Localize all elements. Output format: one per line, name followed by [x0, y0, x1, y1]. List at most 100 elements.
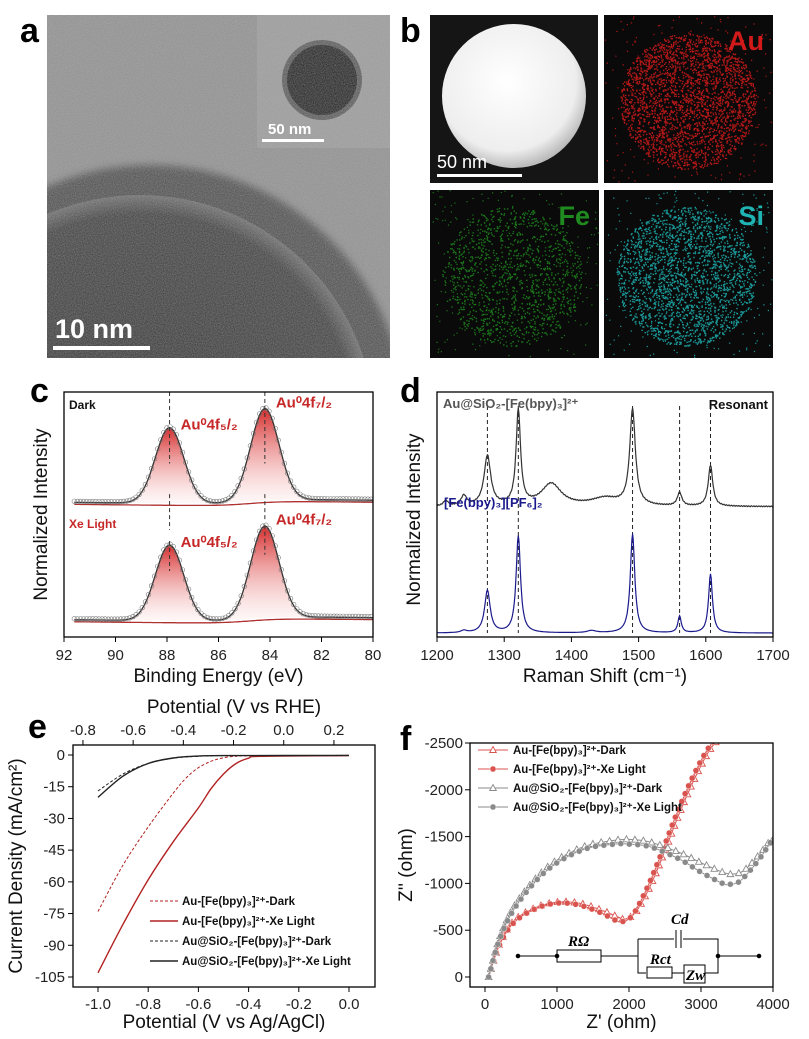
- circle-marker: [489, 957, 497, 964]
- circuit-label-rct: Rct: [649, 952, 672, 968]
- panel-label-c: c: [30, 372, 49, 410]
- circle-marker: [604, 912, 611, 920]
- panel-label-e: e: [28, 708, 47, 746]
- y-axis-label: Normalized Intensity: [404, 433, 425, 606]
- map-element-label: Si: [738, 201, 764, 231]
- y-tick-label: -60: [43, 874, 65, 891]
- stem-tile: 50 nm: [430, 15, 598, 183]
- legend-label: Au@SiO₂-[Fe(bpy)₃]²⁺-Xe Light: [182, 956, 351, 968]
- circle-marker: [682, 859, 689, 866]
- stem-scale-label: 50 nm: [437, 152, 487, 172]
- circle-marker: [741, 873, 748, 880]
- legend-label: Au-[Fe(bpy)₃]²⁺-Xe Light: [182, 916, 315, 928]
- top-x-tick-label: 0.0: [273, 722, 294, 739]
- circle-marker: [643, 885, 651, 892]
- x-tick-label: 4000: [756, 996, 789, 1013]
- circle-marker: [674, 855, 681, 862]
- circle-marker: [659, 848, 666, 855]
- y-tick-label: -45: [43, 842, 65, 859]
- x-tick-label: 1000: [540, 996, 573, 1013]
- lsv-curve: [97, 755, 350, 912]
- circle-marker: [681, 790, 689, 797]
- triangle-marker: [630, 835, 640, 843]
- circle-marker: [747, 866, 754, 874]
- circle-marker: [700, 752, 708, 759]
- xps-series-xe-light: Xe Light Au⁰4f₇/₂ Au⁰4f₅/₂: [69, 512, 374, 624]
- inset-scale-label: 50 nm: [268, 121, 311, 138]
- top-x-tick-label: -0.4: [170, 722, 196, 739]
- circuit-label-r-ohm: RΩ: [567, 934, 589, 950]
- circle-marker: [678, 798, 685, 805]
- x-tick-label: 82: [313, 647, 330, 664]
- scale-bar: [53, 346, 150, 350]
- circle-marker: [611, 916, 619, 924]
- circuit-node: [715, 953, 721, 959]
- y-tick-label: -2000: [425, 782, 463, 799]
- circle-marker: [588, 905, 596, 913]
- x-tick-label: 1300: [488, 647, 521, 664]
- circle-marker: [705, 745, 712, 752]
- y-tick-label: -90: [43, 937, 65, 954]
- circle-marker: [711, 876, 718, 883]
- circle-marker: [489, 803, 497, 811]
- circle-marker: [489, 765, 497, 773]
- raman-spectrum-au-sio2: [436, 407, 774, 508]
- circle-marker: [626, 840, 633, 848]
- triangle-marker: [671, 846, 680, 854]
- x-tick-label: -0.2: [286, 996, 312, 1013]
- circle-marker: [494, 941, 501, 948]
- panel-d-raman-chart: d Au@SiO₂-[Fe(bpy)₃]²⁺ [Fe(bpy)₃][PF₆]₂ Res…: [400, 372, 790, 687]
- circle-marker: [596, 909, 604, 916]
- circle-marker: [508, 910, 515, 917]
- circle-marker: [647, 877, 654, 884]
- circle-marker: [727, 881, 734, 888]
- circle-marker: [516, 914, 523, 921]
- circle-marker: [757, 853, 765, 861]
- top-x-tick-label: -0.8: [70, 722, 96, 739]
- x-axis-label: Potential (V vs Ag/AgCl): [123, 1012, 326, 1033]
- raman-spectrum-fe-bpy-pf6: [437, 533, 773, 634]
- circle-marker: [485, 973, 492, 981]
- y-axis-label: Normalized Intensity: [31, 428, 52, 601]
- circle-marker: [500, 925, 508, 932]
- y-tick-label: -500: [433, 922, 463, 939]
- data-markers: [71, 405, 374, 505]
- triangle-marker: [694, 857, 703, 865]
- circle-marker: [675, 806, 682, 813]
- circle-marker: [656, 853, 664, 861]
- top-x-tick-label: -0.2: [221, 722, 247, 739]
- triangle-marker: [718, 867, 727, 875]
- panel-label-f: f: [400, 720, 412, 758]
- x-tick-label: 88: [159, 647, 176, 664]
- y-axis-label: Z'' (ohm): [396, 828, 417, 902]
- circle-marker: [752, 860, 760, 867]
- circle-marker: [735, 878, 742, 886]
- spectrum-label: [Fe(bpy)₃][PF₆]₂: [444, 495, 543, 510]
- legend-label: Au-[Fe(bpy)₃]²⁺-Xe Light: [513, 764, 646, 776]
- circle-marker: [642, 842, 650, 849]
- panel-b-eds-maps: b 50 nm Au Fe Si: [400, 12, 773, 358]
- triangle-marker: [702, 860, 711, 869]
- circle-marker: [560, 855, 568, 862]
- circle-marker: [534, 876, 541, 883]
- circle-marker: [609, 841, 616, 848]
- circle-marker: [636, 900, 643, 907]
- circle-marker: [572, 901, 579, 908]
- x-tick-label: -0.6: [185, 996, 211, 1013]
- panel-e-lsv-chart: e Au-[Fe(bpy)₃]²⁺-Dark Au-[Fe(bpy)₃]²⁺-Xe …: [6, 697, 376, 1033]
- y-tick-label: -1500: [425, 829, 463, 846]
- map-element-label: Au: [728, 26, 764, 56]
- map-element-label: Fe: [558, 201, 590, 231]
- x-tick-label: 1600: [689, 647, 722, 664]
- element-signal: [604, 16, 772, 183]
- peak-label: Au⁰4f₅/₂: [181, 534, 238, 551]
- circle-marker: [651, 844, 658, 852]
- circle-marker: [617, 840, 625, 847]
- panel-label-a: a: [20, 12, 40, 50]
- inset-scale-bar: [262, 139, 324, 142]
- y-tick-label: -30: [43, 810, 65, 827]
- circle-marker: [696, 868, 703, 875]
- triangle-marker: [687, 853, 696, 861]
- lsv-curve: [97, 754, 350, 798]
